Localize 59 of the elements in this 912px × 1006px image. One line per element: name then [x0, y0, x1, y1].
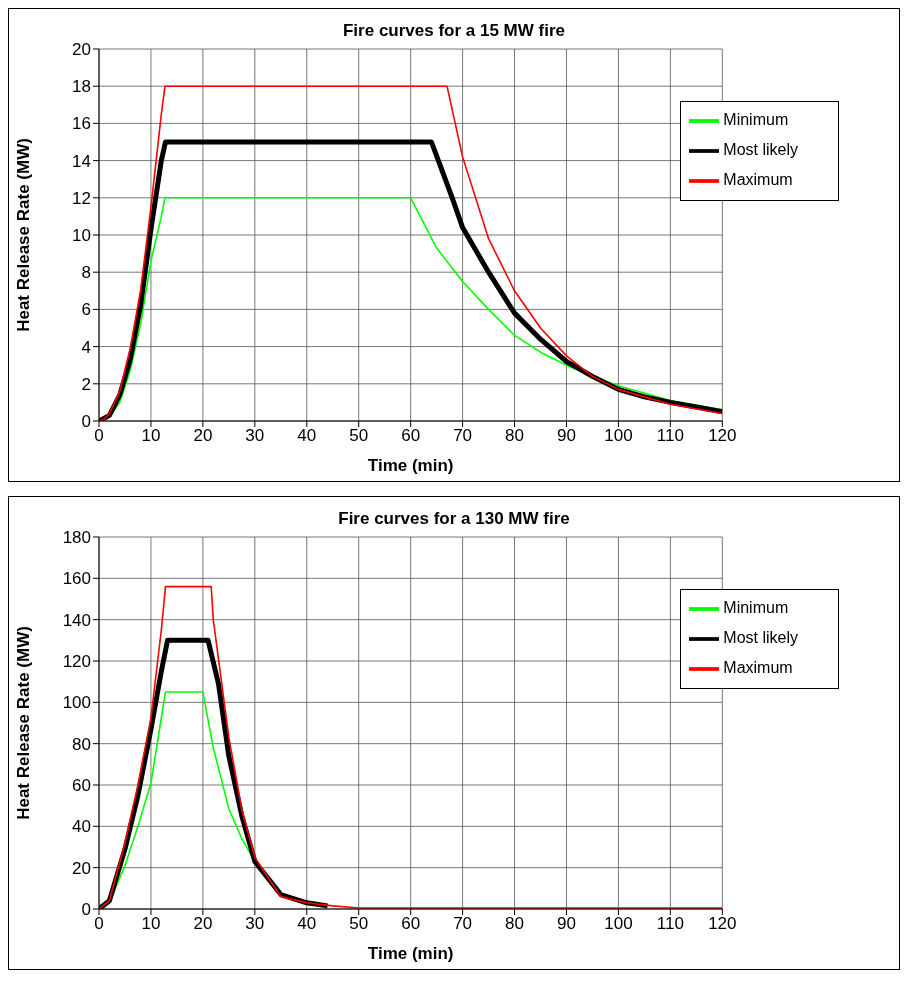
- y-tick-label: 8: [81, 263, 91, 283]
- y-axis-title: Heat Release Rate (MW): [14, 138, 34, 332]
- x-tick-label: 120: [708, 426, 737, 446]
- y-tick-label: 80: [72, 734, 91, 754]
- x-tick-label: 50: [349, 914, 369, 934]
- y-tick-label: 14: [72, 151, 91, 171]
- x-tick-label: 90: [557, 914, 576, 934]
- y-tick-label: 40: [72, 817, 91, 837]
- x-tick-label: 110: [656, 426, 684, 446]
- y-tick-label: 2: [81, 374, 91, 394]
- y-tick-label: 20: [72, 40, 91, 60]
- y-tick-label: 180: [62, 528, 91, 548]
- legend-label: Maximum: [723, 659, 793, 677]
- y-tick-label: 18: [72, 77, 91, 97]
- x-tick-label: 110: [656, 914, 684, 934]
- x-tick-label: 80: [505, 426, 524, 446]
- x-tick-label: 10: [141, 426, 161, 446]
- legend-label: Minimum: [723, 599, 789, 617]
- x-tick-label: 100: [604, 426, 633, 446]
- x-tick-label: 50: [349, 426, 369, 446]
- x-tick-label: 60: [401, 426, 421, 446]
- x-tick-label: 30: [245, 426, 265, 446]
- y-tick-label: 0: [81, 412, 91, 432]
- x-axis-title: Time (min): [367, 456, 454, 475]
- x-tick-label: 70: [453, 426, 473, 446]
- y-tick-label: 100: [62, 693, 91, 713]
- x-tick-label: 100: [604, 914, 633, 934]
- x-tick-label: 40: [297, 914, 317, 934]
- y-axis-title: Heat Release Rate (MW): [14, 626, 34, 820]
- x-tick-label: 30: [245, 914, 265, 934]
- x-tick-label: 0: [94, 426, 104, 446]
- x-tick-label: 70: [453, 914, 473, 934]
- y-tick-label: 140: [62, 610, 91, 630]
- y-tick-label: 4: [81, 337, 91, 357]
- y-tick-label: 10: [72, 226, 91, 246]
- y-tick-label: 6: [81, 300, 91, 320]
- x-tick-label: 40: [297, 426, 317, 446]
- y-tick-label: 60: [72, 776, 91, 796]
- legend-label: Maximum: [723, 171, 793, 189]
- x-tick-label: 90: [557, 426, 576, 446]
- chart-title: Fire curves for a 15 MW fire: [342, 20, 566, 41]
- y-tick-label: 16: [72, 114, 91, 134]
- x-tick-label: 20: [193, 914, 213, 934]
- x-tick-label: 0: [94, 914, 104, 934]
- x-tick-label: 10: [141, 914, 161, 934]
- y-tick-label: 0: [81, 900, 91, 920]
- x-axis-title: Time (min): [367, 944, 454, 963]
- x-tick-label: 120: [708, 914, 737, 934]
- y-tick-label: 12: [72, 188, 91, 208]
- legend-label: Minimum: [723, 111, 789, 129]
- y-tick-label: 160: [62, 569, 91, 589]
- y-tick-label: 120: [62, 652, 91, 672]
- legend-label: Most likely: [723, 141, 798, 159]
- legend-label: Most likely: [723, 629, 798, 647]
- x-tick-label: 20: [193, 426, 213, 446]
- y-tick-label: 20: [72, 858, 91, 878]
- x-tick-label: 80: [505, 914, 524, 934]
- chart-title: Fire curves for a 130 MW fire: [337, 508, 571, 529]
- x-tick-label: 60: [401, 914, 421, 934]
